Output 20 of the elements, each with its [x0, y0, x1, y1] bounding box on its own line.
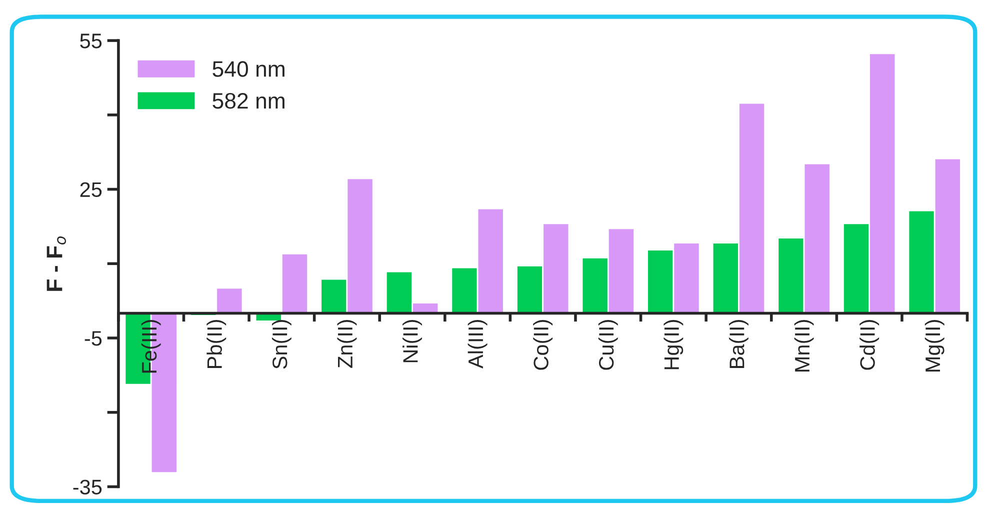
x-tick-label: Pb(II) [206, 320, 226, 368]
legend-label: 582 nm [212, 92, 284, 109]
x-tick-label: Al(III) [468, 320, 488, 368]
x-tick-label: Cd(II) [860, 320, 880, 370]
legend-label: 540 nm [212, 61, 284, 77]
y-tick-label: -5 [84, 331, 102, 346]
y-tick-label: 55 [80, 34, 102, 48]
x-tick-label: Zn(II) [337, 320, 357, 368]
y-tick-label: 25 [80, 182, 102, 198]
x-tick-label: Ba(II) [729, 320, 748, 368]
x-tick-label: Mg(II) [924, 320, 944, 372]
x-tick-label: Ni(II) [402, 320, 422, 362]
x-tick-label: Sn(II) [272, 320, 292, 369]
x-tick-label: Hg(II) [664, 320, 684, 370]
x-tick-label: Fe(III) [141, 320, 161, 373]
x-tick-label: Cu(II) [598, 320, 618, 370]
x-tick-label: Co(II) [533, 320, 553, 370]
y-axis-title: F - F$_{o}$ [46, 236, 66, 291]
y-tick-label: -35 [73, 480, 102, 494]
x-tick-label: Mn(II) [794, 320, 814, 372]
